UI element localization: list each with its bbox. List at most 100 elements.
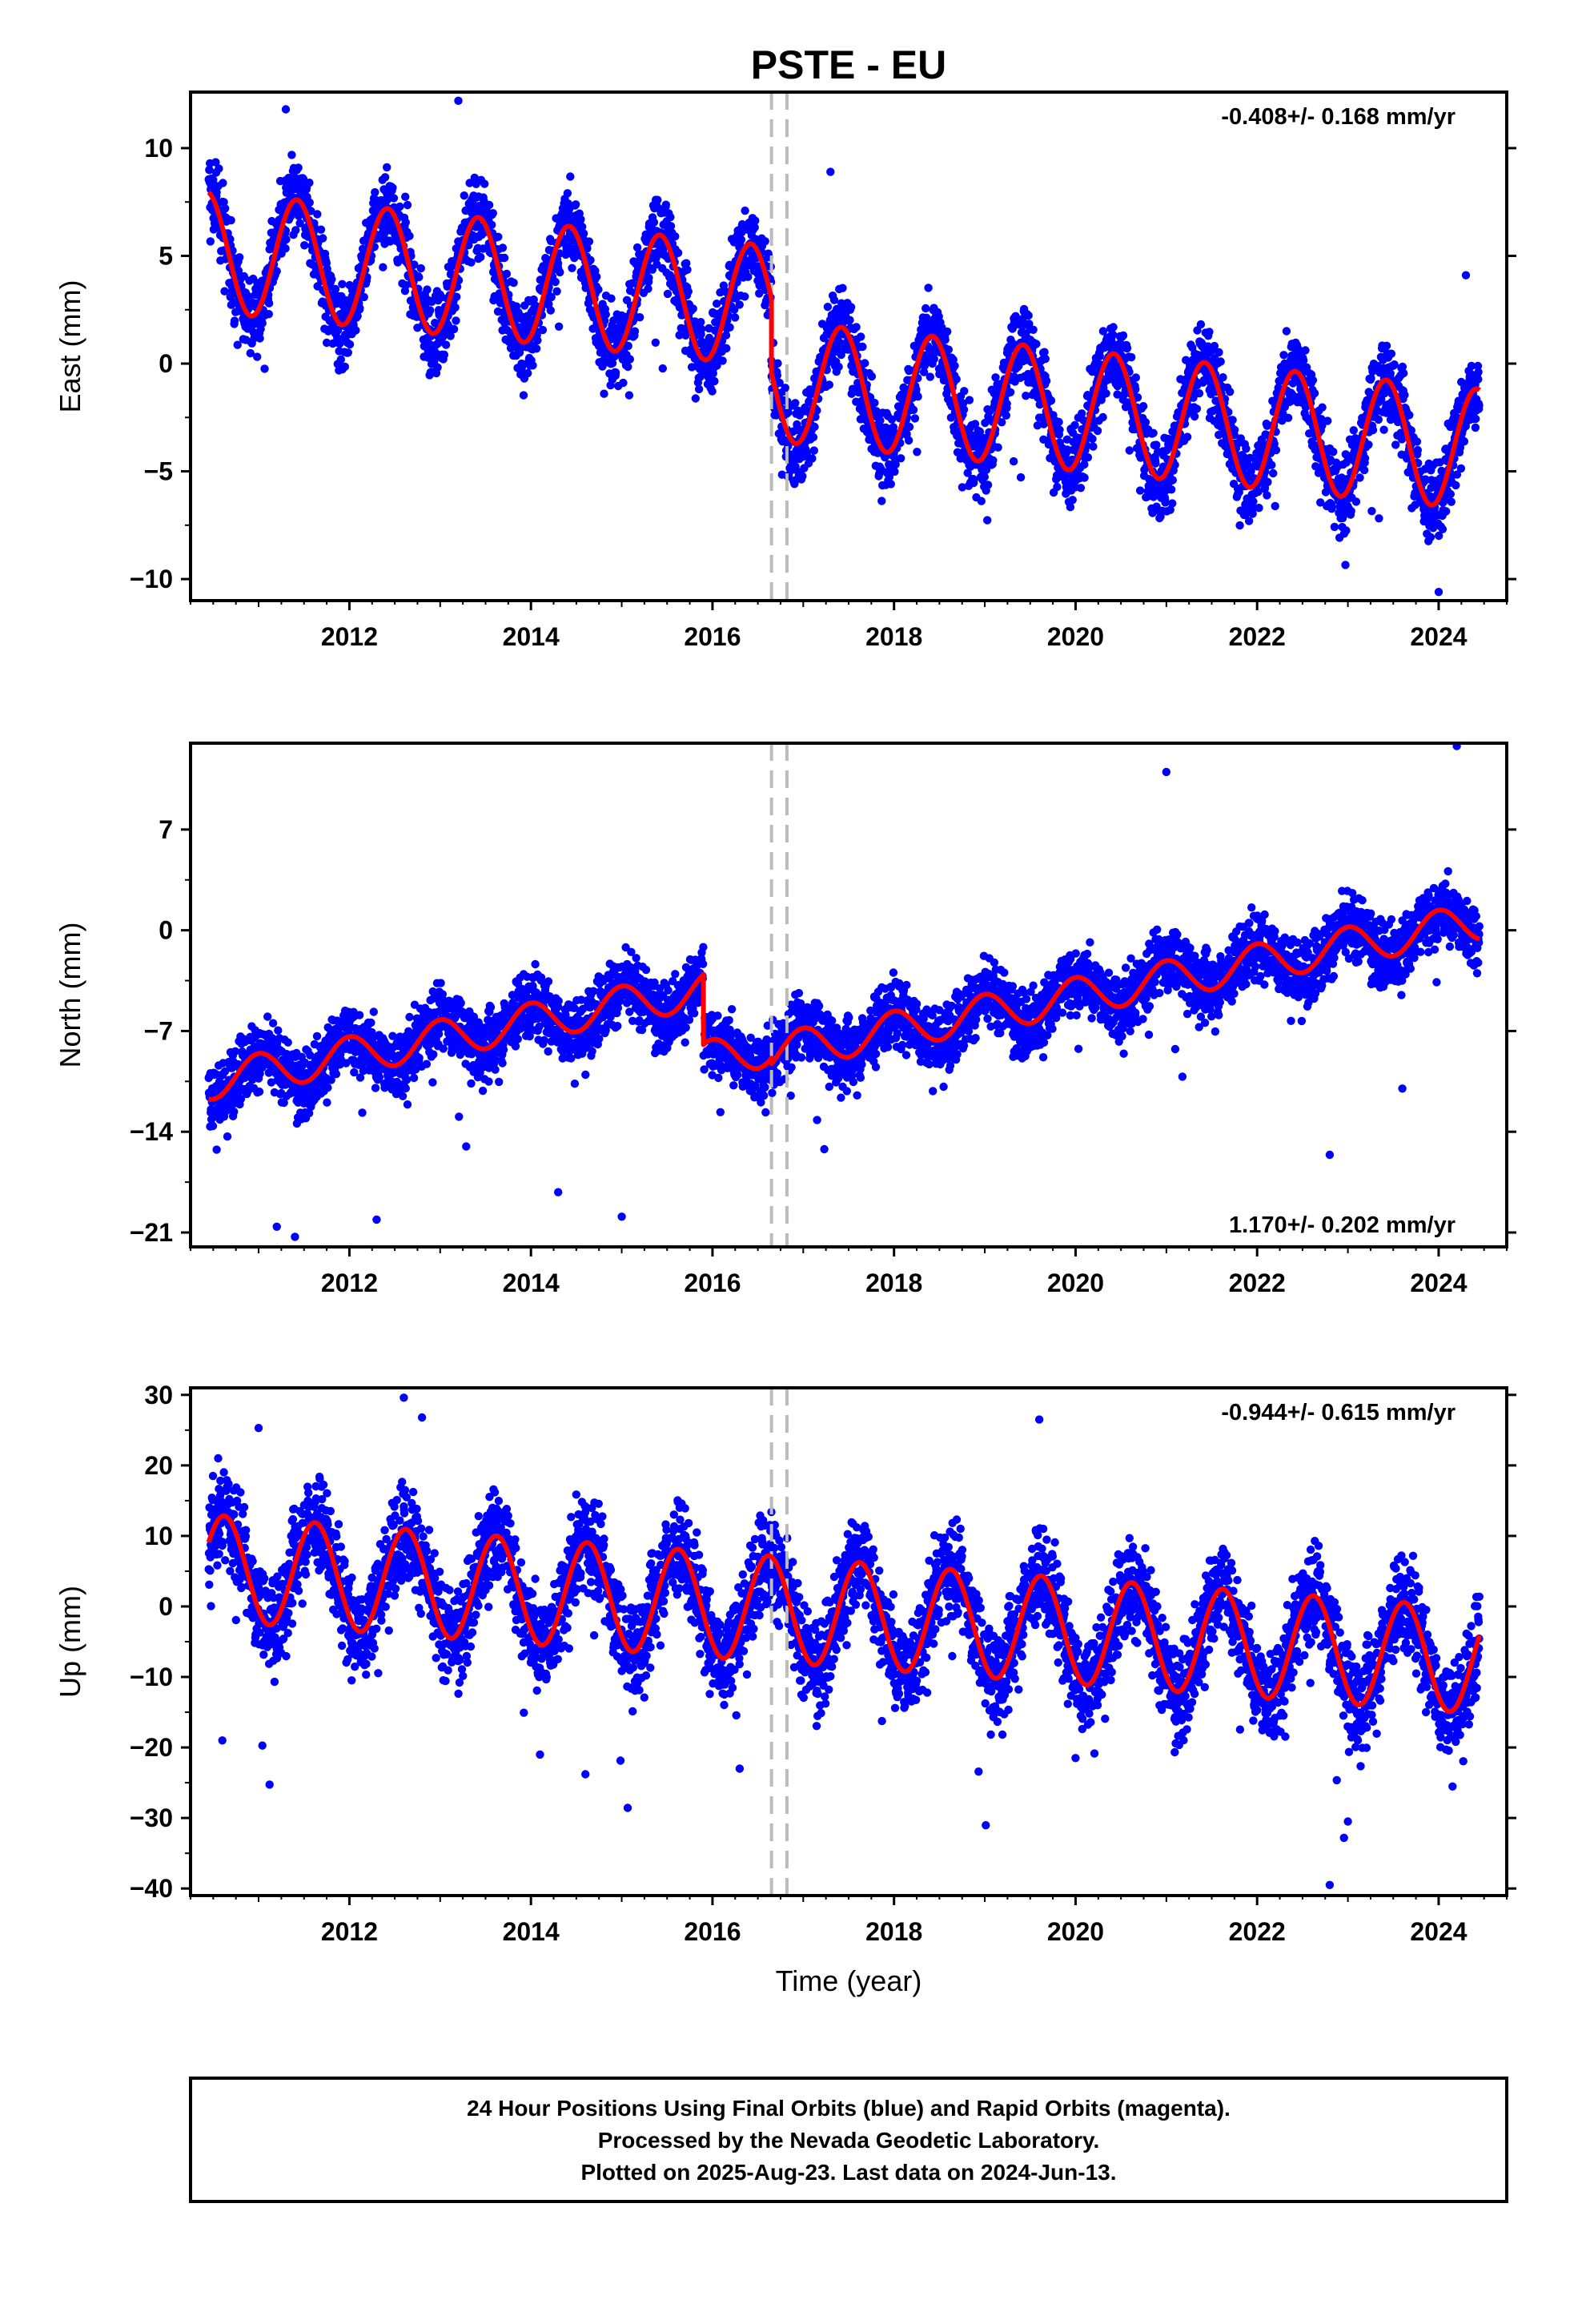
- data-point: [299, 175, 308, 183]
- data-point: [576, 215, 585, 224]
- data-point: [1375, 514, 1383, 523]
- data-point: [231, 1047, 240, 1056]
- data-point: [380, 173, 390, 182]
- data-point: [981, 418, 990, 428]
- data-point: [1080, 473, 1089, 482]
- data-point: [952, 375, 961, 384]
- data-point: [886, 480, 896, 489]
- data-point: [1022, 392, 1030, 400]
- data-point: [255, 1088, 264, 1096]
- data-point: [538, 325, 548, 335]
- data-point: [515, 348, 524, 357]
- data-point: [977, 497, 986, 505]
- data-point: [1318, 403, 1327, 412]
- data-point: [1011, 312, 1020, 320]
- data-point: [253, 352, 262, 361]
- data-point: [910, 414, 920, 423]
- data-point: [644, 273, 653, 283]
- data-point: [671, 232, 680, 241]
- data-point: [684, 287, 693, 296]
- data-point: [710, 376, 719, 386]
- data-point: [488, 220, 496, 229]
- data-point: [1168, 499, 1177, 508]
- data-point: [980, 472, 990, 481]
- data-point: [441, 340, 451, 349]
- data-point: [1282, 327, 1291, 336]
- data-point: [795, 411, 804, 420]
- data-point: [305, 179, 314, 187]
- data-point: [919, 368, 929, 376]
- data-point: [775, 378, 784, 388]
- data-point: [211, 158, 220, 167]
- data-point: [426, 306, 435, 315]
- data-point: [304, 1108, 314, 1118]
- y-tick-label: −10: [130, 565, 173, 593]
- data-point: [467, 258, 476, 267]
- outlier-point: [1461, 271, 1471, 279]
- data-point: [1216, 357, 1225, 366]
- data-point: [282, 235, 291, 244]
- data-point: [1040, 348, 1049, 356]
- data-point: [1055, 425, 1064, 434]
- data-point: [393, 258, 403, 267]
- data-point: [846, 303, 856, 312]
- data-point: [428, 297, 436, 306]
- y-tick-label: −5: [144, 457, 173, 486]
- model-curve-east: [207, 190, 1481, 508]
- data-point: [371, 187, 379, 197]
- data-point: [673, 248, 683, 257]
- data-point: [691, 394, 700, 403]
- data-point: [870, 398, 879, 408]
- data-point: [431, 319, 440, 328]
- data-point: [383, 163, 391, 172]
- data-point: [451, 303, 460, 312]
- data-point: [1032, 340, 1041, 348]
- data-point: [666, 222, 676, 231]
- data-point: [1351, 497, 1361, 506]
- data-point: [223, 1132, 232, 1141]
- data-point: [944, 345, 954, 354]
- data-point: [572, 200, 580, 209]
- data-point: [1359, 465, 1369, 475]
- data-point: [449, 324, 459, 334]
- data-point: [316, 225, 326, 234]
- data-point: [630, 327, 640, 336]
- data-point: [852, 323, 861, 332]
- data-point: [206, 237, 215, 246]
- data-point: [998, 418, 1006, 427]
- data-point: [1109, 323, 1118, 332]
- data-point: [388, 183, 397, 192]
- data-point: [930, 355, 939, 364]
- data-point: [1269, 468, 1278, 478]
- data-point: [1349, 426, 1359, 435]
- data-point: [994, 443, 1002, 452]
- data-point: [389, 194, 399, 203]
- data-point: [1475, 401, 1484, 410]
- data-point: [1239, 452, 1248, 461]
- data-point: [519, 391, 528, 400]
- data-point: [555, 249, 564, 258]
- data-point: [594, 285, 603, 294]
- data-point: [876, 416, 885, 425]
- data-point: [221, 204, 230, 213]
- data-point: [212, 1145, 221, 1154]
- data-point: [1041, 354, 1050, 364]
- data-point: [913, 448, 921, 456]
- data-point: [1456, 464, 1466, 473]
- data-point: [683, 265, 692, 274]
- data-point: [592, 272, 601, 281]
- data-point: [264, 299, 274, 308]
- data-point: [1006, 388, 1015, 396]
- data-point: [644, 284, 652, 293]
- data-point: [867, 372, 877, 381]
- data-point: [258, 319, 267, 328]
- data-point: [1467, 361, 1476, 371]
- data-point: [1367, 507, 1376, 516]
- data-point: [1149, 428, 1158, 437]
- data-point: [460, 191, 468, 200]
- data-point: [1033, 421, 1042, 430]
- data-point: [1437, 466, 1446, 476]
- data-point: [845, 316, 854, 324]
- data-point: [230, 1108, 239, 1116]
- data-point: [524, 368, 532, 378]
